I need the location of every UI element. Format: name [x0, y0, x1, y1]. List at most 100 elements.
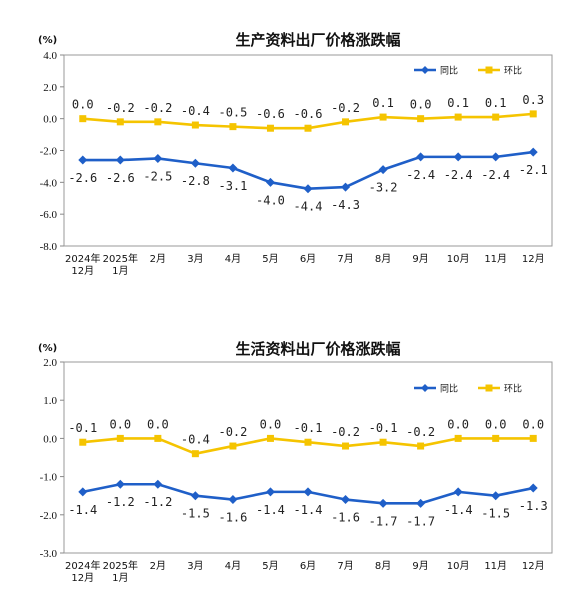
- data-point-diamond: [303, 487, 313, 497]
- data-point-square: [229, 442, 237, 450]
- data-point-diamond: [265, 487, 275, 497]
- x-tick-label: 10月: [447, 253, 470, 265]
- data-point-square: [116, 118, 124, 126]
- data-point-square: [342, 442, 350, 450]
- x-tick-label: 4月: [225, 253, 241, 265]
- data-point-diamond: [228, 495, 238, 505]
- data-label: -2.1: [519, 163, 548, 177]
- x-tick-label: 2024年 12月: [65, 559, 100, 584]
- data-point-diamond: [416, 152, 426, 162]
- data-point-diamond: [190, 491, 200, 501]
- y-axis-unit: (%): [38, 35, 57, 46]
- x-tick-label: 3月: [187, 560, 203, 572]
- data-point-square: [304, 124, 312, 132]
- x-tick-label: 6月: [300, 253, 316, 265]
- data-label: -2.6: [106, 171, 135, 185]
- chart-title: 生活资料出厂价格涨跌幅: [235, 340, 400, 358]
- plot-frame: [63, 361, 553, 554]
- data-label: -2.4: [481, 168, 510, 182]
- data-label: -1.6: [218, 511, 247, 525]
- production-materials-svg: 生产资料出厂价格涨跌幅 (%) -8.0 -6.0 -4.0 -2.0 0.0 2.0 4.0 2…: [38, 31, 553, 277]
- y-tick-label: -6.0: [40, 209, 58, 221]
- legend-marker-square: [485, 66, 493, 74]
- data-point-square: [229, 123, 237, 131]
- data-label: -1.4: [444, 503, 473, 517]
- data-point-diamond: [528, 483, 538, 493]
- data-point-square: [417, 442, 425, 450]
- data-label: -1.2: [106, 495, 135, 509]
- chart-production-materials: 生产资料出厂价格涨跌幅 (%) -8.0 -6.0 -4.0 -2.0 0.0 2.0 4.0 2…: [0, 0, 580, 300]
- data-label: 0.0: [109, 417, 131, 431]
- x-tick-label: 2月: [150, 560, 166, 572]
- y-tick-label: 0.0: [43, 114, 57, 126]
- data-point-square: [492, 113, 500, 121]
- data-point-diamond: [228, 163, 238, 173]
- y-tick-label: 1.0: [43, 395, 57, 407]
- data-label: -2.5: [143, 169, 172, 183]
- legend: 同比 环比: [414, 65, 522, 77]
- x-tick-label: 11月: [484, 253, 507, 265]
- data-label: -0.1: [68, 421, 97, 435]
- x-tick-label: 5月: [262, 253, 278, 265]
- data-label: 0.0: [147, 417, 169, 431]
- data-label: -1.4: [256, 503, 285, 517]
- x-tick-label: 8月: [375, 253, 391, 265]
- consumer-goods-svg: 生活资料出厂价格涨跌幅 (%) -3.0 -2.0 -1.0 0.0 1.0 2.0 2024年…: [38, 340, 553, 584]
- data-point-square: [529, 434, 537, 442]
- x-tick-label: 2024年 12月: [65, 252, 100, 277]
- data-point-square: [191, 450, 199, 458]
- data-label: 0.0: [410, 98, 432, 112]
- data-label: -0.2: [406, 425, 435, 439]
- data-label: -1.6: [331, 511, 360, 525]
- data-label: -0.2: [106, 101, 135, 115]
- data-point-diamond: [115, 479, 125, 489]
- data-label: -0.2: [331, 425, 360, 439]
- x-tick-label: 2025年 1月: [103, 559, 138, 584]
- y-tick-label: -2.0: [40, 146, 58, 158]
- data-point-diamond: [303, 184, 313, 194]
- x-tick-label: 12月: [522, 253, 545, 265]
- chart-title: 生产资料出厂价格涨跌幅: [235, 31, 400, 49]
- data-point-square: [116, 434, 124, 442]
- data-point-diamond: [453, 152, 463, 162]
- x-tick-label: 10月: [447, 560, 470, 572]
- data-label: -0.1: [369, 421, 398, 435]
- data-label: 0.0: [522, 417, 544, 431]
- data-label: -3.2: [369, 181, 398, 195]
- legend: 同比 环比: [414, 383, 522, 395]
- y-tick-label: -3.0: [40, 548, 58, 560]
- data-point-diamond: [491, 491, 501, 501]
- data-label: -4.4: [294, 200, 323, 214]
- data-point-diamond: [341, 182, 351, 192]
- data-point-square: [379, 113, 387, 121]
- legend-label: 环比: [504, 383, 522, 395]
- data-point-square: [304, 438, 312, 446]
- data-point-diamond: [115, 155, 125, 165]
- data-point-square: [154, 118, 162, 126]
- data-point-diamond: [190, 158, 200, 168]
- data-point-square: [417, 115, 425, 123]
- data-point-diamond: [153, 153, 163, 163]
- data-label: 0.0: [72, 98, 94, 112]
- legend-label: 环比: [504, 65, 522, 77]
- x-tick-label: 3月: [187, 253, 203, 265]
- data-label: -0.5: [218, 106, 247, 120]
- y-tick-label: 2.0: [43, 357, 57, 369]
- data-label: -1.5: [181, 507, 210, 521]
- x-tick-label: 7月: [337, 560, 353, 572]
- data-label: 0.0: [447, 417, 469, 431]
- y-tick-label: -1.0: [40, 472, 58, 484]
- data-label: 0.1: [447, 96, 469, 110]
- y-tick-label: 2.0: [43, 82, 57, 94]
- data-point-diamond: [378, 498, 388, 508]
- data-label: -0.2: [143, 101, 172, 115]
- x-tick-label: 6月: [300, 560, 316, 572]
- y-tick-label: -2.0: [40, 510, 58, 522]
- x-tick-label: 2025年 1月: [103, 252, 138, 277]
- data-point-diamond: [265, 177, 275, 187]
- data-label: -4.0: [256, 193, 285, 207]
- data-point-diamond: [78, 487, 88, 497]
- data-point-diamond: [491, 152, 501, 162]
- data-label: 0.1: [485, 96, 507, 110]
- data-point-diamond: [528, 147, 538, 157]
